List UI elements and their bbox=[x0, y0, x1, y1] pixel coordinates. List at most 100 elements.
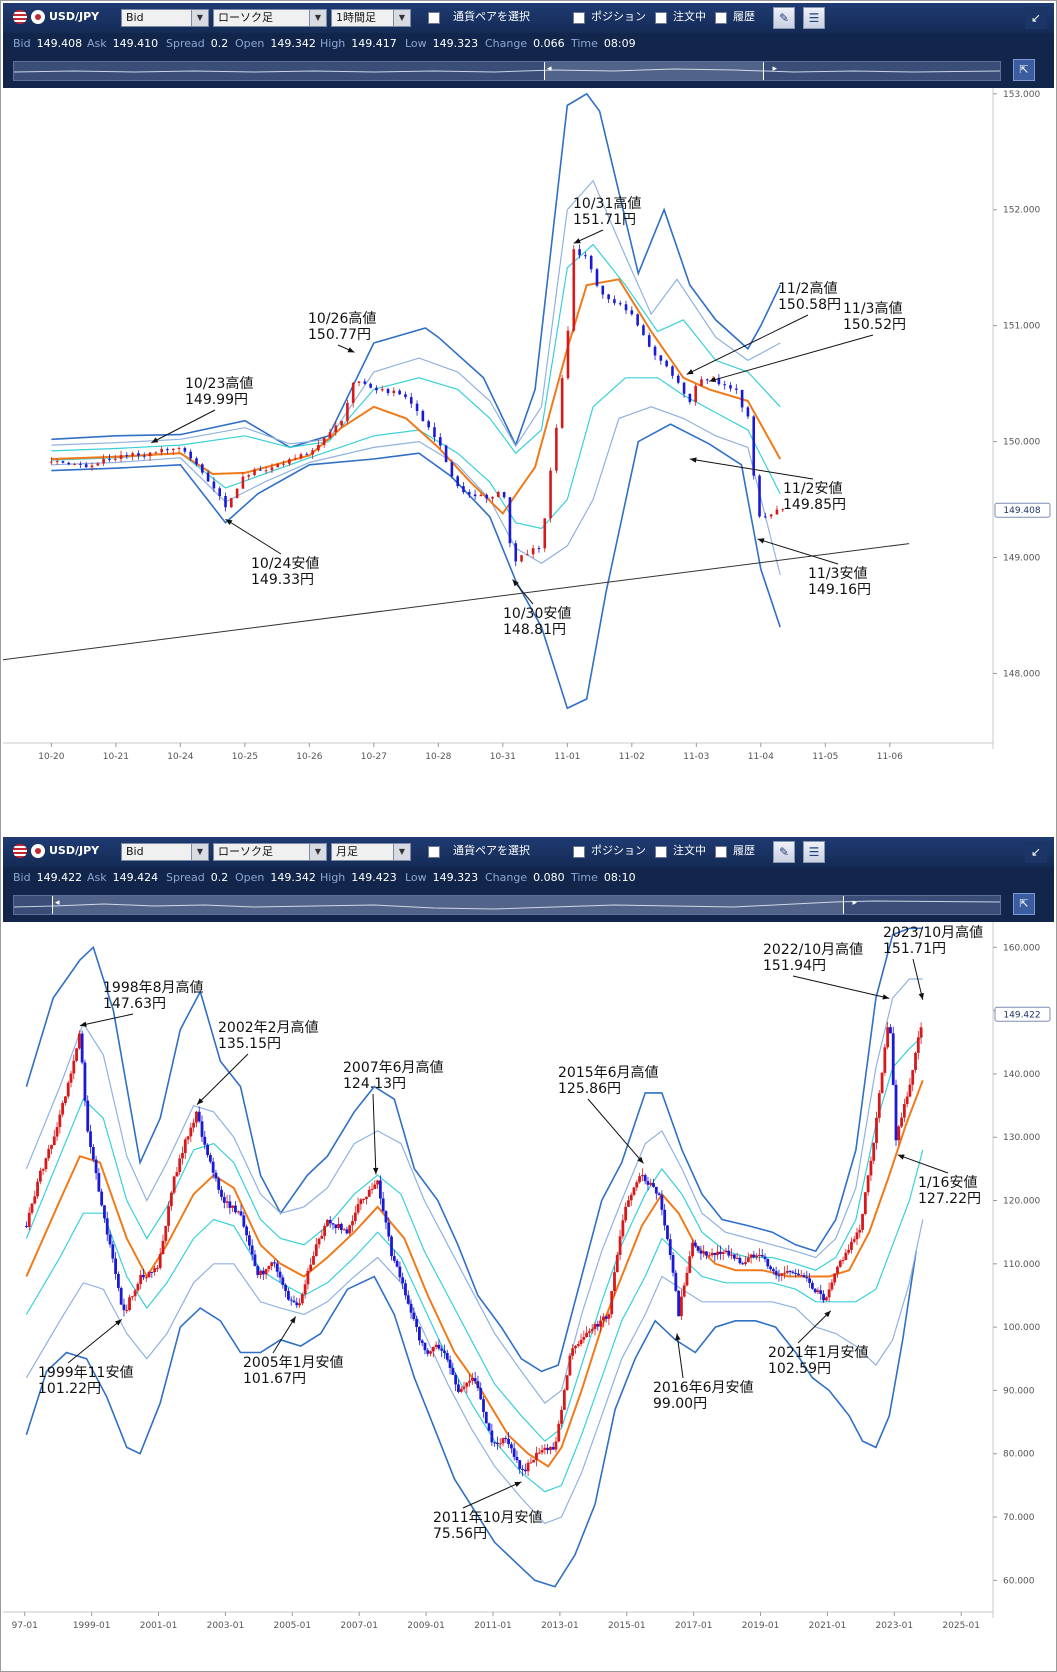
lower-inner-band bbox=[51, 377, 781, 530]
chevron-down-icon: ▼ bbox=[191, 844, 208, 860]
navigator-bar: ◂ ▸ ⇱ bbox=[3, 889, 1054, 922]
candle-body bbox=[175, 1172, 179, 1177]
candle-body bbox=[298, 1303, 301, 1306]
candle-body bbox=[607, 294, 610, 300]
pair-select-checkbox[interactable] bbox=[428, 12, 440, 24]
candle-body bbox=[206, 472, 210, 482]
candle-body bbox=[671, 366, 674, 376]
currency-pair-symbol[interactable]: USD/JPY bbox=[13, 843, 113, 861]
annotation-title: 2005年1月安値 bbox=[243, 1355, 344, 1371]
candle-body bbox=[833, 1273, 837, 1283]
currency-pair-symbol[interactable]: USD/JPY bbox=[13, 9, 113, 27]
candle-body bbox=[549, 470, 552, 519]
candle-body bbox=[103, 1205, 106, 1219]
candle-body bbox=[289, 1299, 293, 1301]
candle-body bbox=[195, 1111, 198, 1123]
candle-body bbox=[443, 1350, 446, 1354]
draw-tool-icon[interactable]: ✎ bbox=[773, 7, 795, 29]
candle-body bbox=[877, 1093, 881, 1118]
candle-body bbox=[264, 470, 268, 472]
pair-select-checkbox[interactable] bbox=[428, 846, 440, 858]
hourly-chart[interactable]: 153.000 152.000 151.000 150.000 149.000 148.0… bbox=[3, 88, 1054, 793]
y-tick-label: 80.000 bbox=[1003, 1450, 1035, 1460]
y-tick-label: 148.000 bbox=[1003, 669, 1040, 679]
annotation-price: 149.85円 bbox=[783, 497, 846, 513]
annotation-title: 11/2安値 bbox=[783, 481, 842, 497]
navigator-bar: ◂ ▸ ⇱ bbox=[3, 55, 1054, 88]
position-checkbox[interactable] bbox=[573, 846, 585, 858]
annotation-arrow-line bbox=[686, 314, 809, 375]
candle-body bbox=[431, 1346, 435, 1352]
x-tick-label: 1999-01 bbox=[73, 1621, 111, 1631]
plot-area bbox=[3, 922, 993, 1612]
history-checkbox[interactable] bbox=[715, 846, 727, 858]
nav-left-arrow-icon[interactable]: ◂ bbox=[55, 898, 60, 908]
monthly-chart[interactable]: 160.000150.000140.000130.000120.000110.0… bbox=[3, 922, 1054, 1667]
annotation-arrow-line bbox=[225, 518, 282, 555]
last-price-tag: 149.408 bbox=[994, 502, 1051, 518]
candle-body bbox=[67, 462, 71, 465]
candle-body bbox=[758, 475, 761, 517]
candle-body bbox=[465, 1382, 469, 1387]
order-checkbox[interactable] bbox=[655, 846, 667, 858]
candle-body bbox=[554, 1441, 558, 1450]
candle-body bbox=[386, 389, 390, 394]
expand-icon[interactable]: ⇱ bbox=[1013, 893, 1035, 915]
timeframe-select[interactable]: 1時間足 ▼ bbox=[331, 9, 411, 27]
candle-body bbox=[638, 1176, 641, 1183]
chart-type-select[interactable]: ローソク足 ▼ bbox=[213, 843, 327, 861]
minimize-icon[interactable]: ↙ bbox=[1025, 7, 1047, 29]
candle-body bbox=[589, 255, 593, 270]
candle-body bbox=[502, 492, 506, 498]
candle-body bbox=[509, 1444, 513, 1449]
candle-body bbox=[273, 1262, 276, 1264]
candle-body bbox=[847, 1249, 851, 1253]
settings-panel-icon[interactable]: ☰ bbox=[803, 841, 825, 863]
candle-body bbox=[496, 1442, 499, 1444]
navigator-track[interactable]: ◂ ▸ bbox=[13, 61, 1001, 81]
chevron-down-icon: ▼ bbox=[309, 10, 326, 26]
chart-type-select[interactable]: ローソク足 ▼ bbox=[213, 9, 327, 27]
candle-body bbox=[166, 449, 169, 451]
position-label: ポジション bbox=[591, 10, 646, 23]
x-tick-label: 2005-01 bbox=[274, 1621, 312, 1631]
settings-panel-icon[interactable]: ☰ bbox=[803, 7, 825, 29]
toolbar: USD/JPY Bid ▼ ローソク足 ▼ 1時間足 ▼ 通貨ペアを選択 ポジション … bbox=[3, 3, 1054, 34]
price-type-select[interactable]: Bid ▼ bbox=[121, 843, 209, 861]
candle-body bbox=[755, 1255, 759, 1258]
candle-body bbox=[735, 388, 738, 390]
candle-body bbox=[822, 1293, 825, 1301]
annotation-price: 101.22円 bbox=[38, 1381, 101, 1397]
candle-body bbox=[493, 1442, 497, 1444]
y-tick-label: 90.000 bbox=[1003, 1386, 1035, 1396]
high-info: High 149.423 bbox=[320, 871, 397, 884]
candle-body bbox=[679, 1296, 683, 1317]
candle-body bbox=[370, 1188, 374, 1190]
nav-left-arrow-icon[interactable]: ◂ bbox=[547, 64, 552, 74]
minimize-icon[interactable]: ↙ bbox=[1025, 841, 1047, 863]
draw-tool-icon[interactable]: ✎ bbox=[773, 841, 795, 863]
order-label: 注文中 bbox=[673, 844, 706, 857]
candle-body bbox=[560, 1409, 563, 1424]
navigator-thumb[interactable]: ◂ ▸ bbox=[52, 896, 857, 914]
candle-body bbox=[850, 1241, 853, 1250]
navigator-thumb[interactable]: ◂ ▸ bbox=[544, 62, 777, 80]
candle-body bbox=[259, 1270, 262, 1275]
x-tick-label: 10-21 bbox=[103, 752, 129, 762]
nav-right-arrow-icon[interactable]: ▸ bbox=[852, 898, 857, 908]
order-checkbox[interactable] bbox=[655, 12, 667, 24]
price-type-select[interactable]: Bid ▼ bbox=[121, 9, 209, 27]
candle-body bbox=[317, 444, 320, 451]
nav-right-arrow-icon[interactable]: ▸ bbox=[772, 64, 777, 74]
annotation-title: 2007年6月高値 bbox=[343, 1059, 444, 1076]
navigator-track[interactable]: ◂ ▸ bbox=[13, 895, 1001, 915]
expand-icon[interactable]: ⇱ bbox=[1013, 59, 1035, 81]
timeframe-select[interactable]: 月足 ▼ bbox=[331, 843, 411, 861]
annotation-price: 127.22円 bbox=[918, 1191, 981, 1207]
position-checkbox[interactable] bbox=[573, 12, 585, 24]
history-checkbox[interactable] bbox=[715, 12, 727, 24]
candle-body bbox=[96, 463, 100, 466]
candle-body bbox=[601, 285, 605, 295]
annotation-arrowhead bbox=[686, 369, 694, 375]
